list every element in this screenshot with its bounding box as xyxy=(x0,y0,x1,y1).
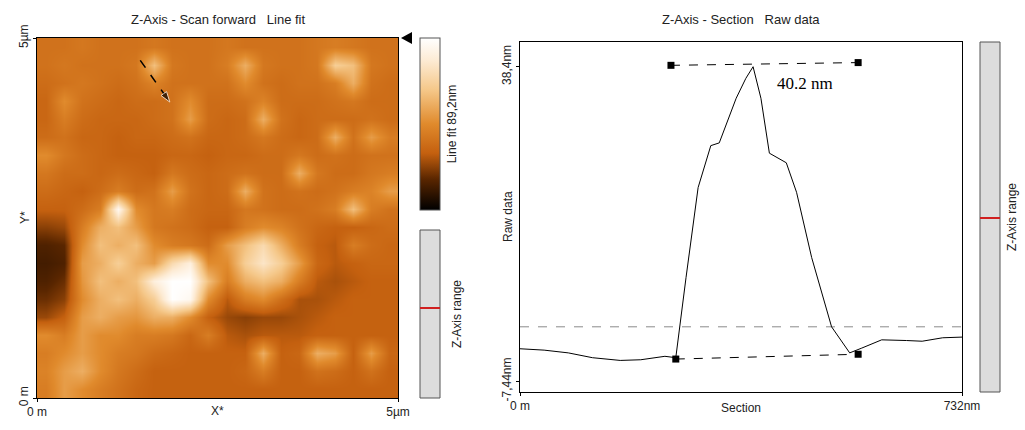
svg-text:Section: Section xyxy=(721,401,761,415)
svg-text:0 m: 0 m xyxy=(17,386,31,406)
svg-text:Line fit 89,2nm: Line fit 89,2nm xyxy=(445,85,459,164)
svg-text:Y*: Y* xyxy=(18,211,32,224)
svg-text:0 m: 0 m xyxy=(510,399,530,413)
svg-text:Z-Axis range: Z-Axis range xyxy=(450,280,464,348)
svg-text:40.2 nm: 40.2 nm xyxy=(777,74,833,93)
svg-text:732nm: 732nm xyxy=(944,399,981,413)
svg-text:-7,44nm: -7,44nm xyxy=(500,357,514,401)
svg-text:5µm: 5µm xyxy=(386,405,410,419)
svg-text:5µm: 5µm xyxy=(17,24,31,48)
svg-text:Z-Axis - Section Raw data: Z-Axis - Section Raw data xyxy=(662,12,820,27)
svg-text:Z-Axis range: Z-Axis range xyxy=(1005,183,1019,251)
svg-text:0 m: 0 m xyxy=(27,405,47,419)
svg-text:38,4nm: 38,4nm xyxy=(500,45,514,85)
svg-text:X*: X* xyxy=(211,404,224,418)
svg-text:Z-Axis - Scan forward Line f: Z-Axis - Scan forward Line fit xyxy=(131,12,305,27)
svg-text:Raw data: Raw data xyxy=(501,191,515,242)
